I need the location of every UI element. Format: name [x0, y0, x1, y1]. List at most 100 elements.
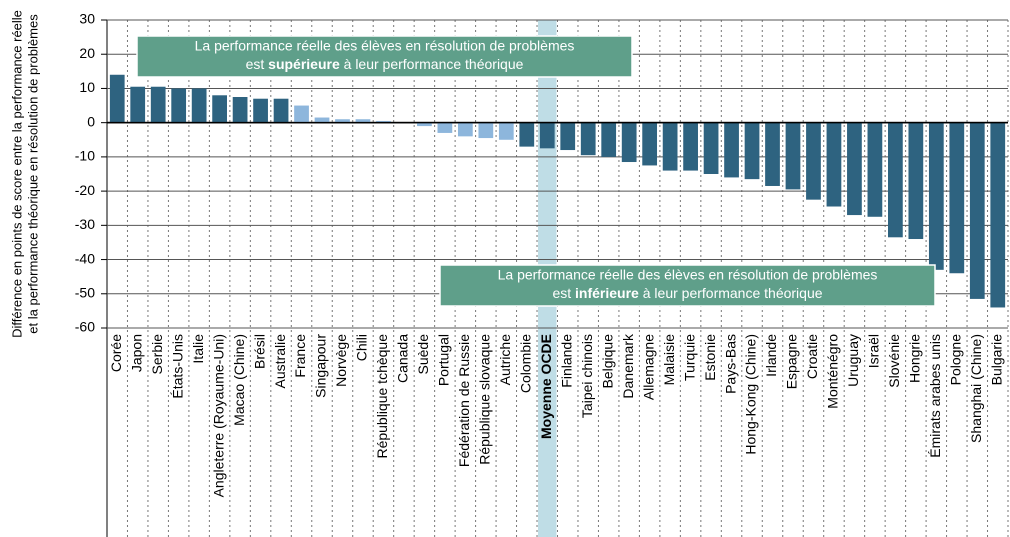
bar — [662, 122, 678, 171]
x-tick-label: Autriche — [497, 334, 513, 386]
bar — [109, 74, 125, 123]
x-tick-label: Estonie — [702, 334, 718, 381]
bar — [724, 122, 739, 178]
bar — [314, 117, 330, 123]
x-tick-label: Corée — [108, 334, 124, 372]
x-tick-label: Malaisie — [661, 334, 677, 386]
x-tick-label: Canada — [395, 334, 411, 383]
bar — [888, 122, 903, 238]
x-tick-label: Singapour — [313, 334, 329, 398]
x-tick-label: Colombie — [517, 334, 533, 393]
x-tick-label: Bulgarie — [988, 334, 1004, 386]
bar — [478, 122, 494, 139]
bar — [519, 122, 535, 147]
bar — [908, 122, 924, 240]
y-tick-label: -60 — [75, 319, 95, 335]
bar — [171, 88, 187, 123]
bar — [990, 122, 1006, 308]
bar — [335, 119, 350, 123]
bar — [621, 122, 637, 163]
annotation-text: La performance réelle des élèves en réso… — [498, 267, 878, 283]
x-tick-label: Turquie — [681, 334, 697, 381]
bar — [601, 122, 617, 157]
x-tick-label: Pologne — [948, 334, 964, 386]
x-tick-label: Finlande — [558, 334, 574, 388]
bar — [437, 122, 453, 133]
bar — [376, 120, 391, 123]
annotation-box — [439, 264, 936, 307]
x-tick-label: Uruguay — [845, 334, 861, 387]
x-tick-label: Shanghai (Chine) — [968, 334, 984, 443]
annotation-text-part: supérieure — [268, 56, 340, 72]
x-tick-label: Macao (Chine) — [231, 334, 247, 426]
annotation-text-part: est — [246, 56, 269, 72]
bar — [826, 122, 842, 207]
x-tick-label: Norvège — [333, 334, 349, 387]
x-tick-label: Croatie — [804, 334, 820, 379]
y-axis-label: Différence en points de score entre la p… — [9, 10, 24, 338]
bar — [232, 97, 248, 123]
y-tick-label: 0 — [87, 113, 95, 129]
x-tick-label: Chili — [354, 334, 370, 361]
bar — [539, 122, 555, 149]
x-tick-label: Émirats arabes unis — [927, 334, 943, 458]
bar — [498, 122, 514, 140]
x-tick-label: Australie — [272, 334, 288, 389]
bar — [683, 122, 698, 171]
y-tick-label: 30 — [79, 11, 95, 27]
annotation-text-part: inférieure — [575, 285, 639, 301]
y-tick-label: -10 — [75, 148, 95, 164]
y-tick-label: -40 — [75, 250, 95, 266]
x-tick-label: Serbie — [149, 334, 165, 375]
x-tick-label: États-Unis — [169, 334, 185, 399]
bar — [744, 122, 760, 180]
bar — [150, 86, 166, 123]
x-tick-label: Portugal — [436, 334, 452, 386]
annotation-text-part: à leur performance théorique — [639, 285, 823, 301]
x-tick-label: Hongrie — [907, 334, 923, 383]
y-tick-label: 10 — [79, 79, 95, 95]
y-axis-label: et la performance théorique en résolutio… — [25, 14, 40, 334]
annotation-text: est inférieure à leur performance théori… — [552, 285, 822, 301]
x-tick-label: Angleterre (Royaume-Uni) — [210, 334, 226, 497]
x-tick-label: Hong-Kong (Chine) — [743, 334, 759, 455]
x-tick-label: Belgique — [599, 334, 615, 389]
bar — [273, 98, 289, 123]
bar — [928, 122, 944, 270]
bar — [212, 95, 227, 123]
bar — [785, 122, 801, 190]
x-tick-label: Moyenne OCDE — [538, 334, 554, 439]
annotation-text-part: est — [552, 285, 575, 301]
x-tick-label: Israël — [866, 334, 882, 368]
bar — [969, 122, 985, 299]
annotation-text-part: à leur performance théorique — [340, 56, 524, 72]
bar — [642, 122, 658, 166]
x-tick-label: Japon — [128, 334, 144, 372]
x-tick-label: Suède — [415, 334, 431, 375]
x-tick-label: Irlande — [763, 334, 779, 377]
bar — [294, 105, 309, 123]
x-tick-label: Danemark — [620, 333, 636, 399]
bar — [130, 86, 146, 123]
bar — [949, 122, 965, 274]
bar — [867, 122, 883, 217]
x-tick-label: France — [292, 334, 308, 378]
x-tick-label: Taipei chinois — [579, 334, 595, 418]
y-tick-label: -30 — [75, 216, 95, 232]
bar — [191, 88, 207, 123]
x-tick-label: République tchèque — [374, 334, 390, 459]
x-tick-label: Espagne — [784, 334, 800, 389]
y-tick-label: 20 — [79, 45, 95, 61]
bar — [806, 122, 821, 200]
bar — [765, 122, 780, 186]
annotation-text: est supérieure à leur performance théori… — [246, 56, 524, 72]
bar — [457, 122, 473, 137]
x-tick-label: Pays-Bas — [722, 334, 738, 394]
bar — [253, 98, 268, 123]
annotation-box — [136, 35, 633, 78]
x-tick-label: Slovénie — [886, 334, 902, 388]
x-tick-label: Fédération de Russie — [456, 334, 472, 467]
x-tick-label: République slovaque — [477, 334, 493, 465]
annotation-text: La performance réelle des élèves en réso… — [195, 38, 575, 54]
